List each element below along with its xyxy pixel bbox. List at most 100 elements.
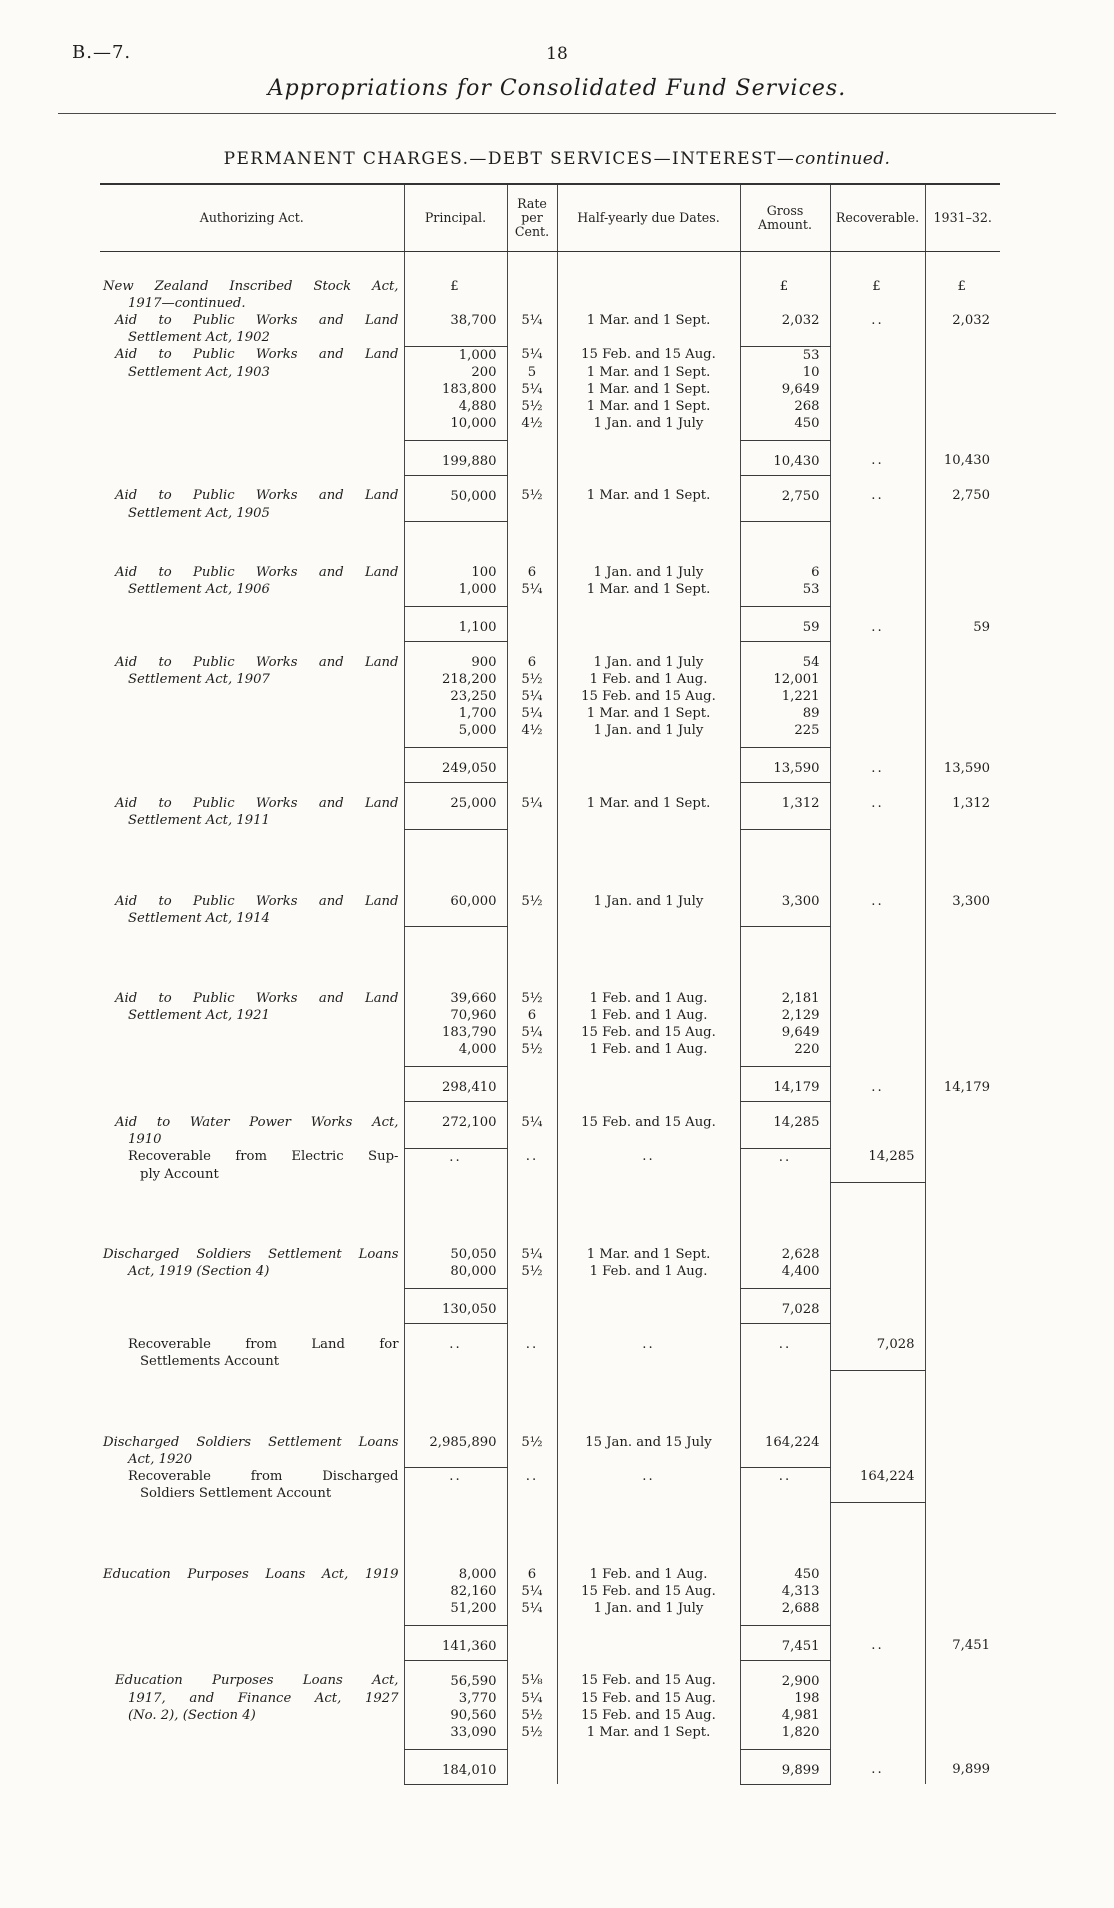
- appropriations-table: Authorizing Act. Principal. Rate per Cen…: [100, 183, 1000, 1785]
- cell-p: 50,050: [403, 1246, 507, 1263]
- authorizing-act-cell: [100, 440, 404, 475]
- cell-g: 2,032: [739, 312, 830, 329]
- authorizing-act-cell: [100, 1502, 404, 1566]
- cell-p: [403, 1450, 507, 1468]
- cell-y: 13,590: [924, 747, 1000, 783]
- cell-y: [924, 705, 1000, 722]
- cell-d: 1 Jan. and 1 July: [556, 641, 740, 671]
- cell-r: [506, 521, 557, 564]
- cell-p: 100: [403, 564, 507, 581]
- cell-p: [403, 251, 507, 278]
- cell-d: 1 Feb. and 1 Aug.: [556, 1007, 740, 1024]
- cell-g: 4,400: [739, 1263, 830, 1289]
- cell-d: 1 Mar. and 1 Sept.: [556, 1723, 740, 1749]
- authorizing-act-cell: [100, 1370, 404, 1434]
- authorizing-act-cell: [100, 705, 404, 722]
- cell-p: 184,010: [403, 1749, 507, 1785]
- cell-r: [506, 1353, 557, 1370]
- cell-y: [924, 1007, 1000, 1024]
- cell-r: 5¼: [506, 380, 557, 398]
- cell-d: 15 Feb. and 15 Aug.: [556, 1689, 740, 1707]
- cell-d: 1 Mar. and 1 Sept.: [556, 380, 740, 398]
- cell-g: 14,179: [739, 1066, 830, 1102]
- table-row: Settlement Act, 1907 218,200 5½ 1 Feb. and …: [100, 671, 1000, 688]
- cell-rec: 14,285: [829, 1148, 925, 1166]
- cell-rec: ..: [829, 782, 925, 812]
- authorizing-act-cell: Settlements Account: [140, 1354, 280, 1369]
- authorizing-act-cell: [100, 1749, 404, 1784]
- cell-d: 15 Jan. and 15 July: [556, 1433, 740, 1451]
- table-row: Discharged Soldiers Settlement Loans 50,0…: [100, 1246, 1000, 1263]
- cell-y: 1,312: [924, 782, 1000, 812]
- authorizing-act-cell: [100, 748, 404, 783]
- cell-g: [739, 521, 830, 564]
- spacer-row: [100, 1502, 1000, 1566]
- cell-g: 14,285: [739, 1101, 830, 1131]
- cell-y: [924, 671, 1000, 688]
- table-row: 183,790 5¼ 15 Feb. and 15 Aug. 9,649: [100, 1024, 1000, 1041]
- table-row: Education Purposes Loans Act, 56,590 5⅛ 15 …: [100, 1660, 1000, 1690]
- cell-y: [924, 1024, 1000, 1041]
- cell-d: [556, 812, 740, 829]
- cell-r: [506, 1066, 557, 1102]
- cell-d: [556, 1749, 740, 1784]
- cell-y: [924, 1565, 1000, 1583]
- cell-y: [924, 1433, 1000, 1451]
- cell-g: [739, 1450, 830, 1468]
- cell-p: [403, 295, 507, 312]
- cell-r: [506, 1288, 557, 1324]
- cell-rec: [829, 641, 925, 671]
- cell-d: 15 Feb. and 15 Aug.: [556, 1024, 740, 1041]
- table-row: Settlement Act, 1921 70,960 6 1 Feb. and 1 …: [100, 1007, 1000, 1024]
- cell-p: 33,090: [403, 1723, 507, 1750]
- cell-r: 5¼: [506, 346, 557, 364]
- cell-p: 272,100: [403, 1101, 507, 1131]
- table-row: Aid to Public Works and Land 60,000 5½ 1 Ja…: [100, 892, 1000, 910]
- cell-p: 51,200: [403, 1599, 507, 1626]
- cell-rec: [829, 1246, 925, 1263]
- authorizing-act-cell: [100, 1289, 404, 1324]
- cell-d: 15 Feb. and 15 Aug.: [556, 1101, 740, 1131]
- cell-d: [556, 1131, 740, 1148]
- authorizing-act-cell: [100, 522, 404, 565]
- cell-rec: [829, 671, 925, 688]
- authorizing-act-cell: Discharged Soldiers Settlement Loans: [103, 1247, 399, 1262]
- cell-r: ..: [506, 1323, 557, 1353]
- cell-rec: ..: [829, 1066, 925, 1102]
- cell-r: 5½: [506, 892, 557, 910]
- table-row: Discharged Soldiers Settlement Loans 2,98…: [100, 1433, 1000, 1451]
- cell-rec: ..: [829, 747, 925, 783]
- cell-rec: 164,224: [829, 1467, 925, 1485]
- authorizing-act-cell: Education Purposes Loans Act,: [115, 1673, 399, 1688]
- cell-y: [924, 1041, 1000, 1067]
- table-row: Aid to Public Works and Land 38,700 5¼ 1 Ma…: [100, 312, 1000, 329]
- cell-rec: [829, 1263, 925, 1289]
- cell-rec: [829, 1689, 925, 1707]
- cell-p: 1,700: [403, 705, 507, 722]
- cell-p: 25,000: [403, 782, 507, 812]
- cell-d: [556, 1485, 740, 1502]
- cell-y: [924, 1263, 1000, 1289]
- cell-g: [739, 295, 830, 312]
- authorizing-act-cell: Act, 1920: [128, 1451, 193, 1467]
- cell-y: [924, 829, 1000, 893]
- cell-g: 7,451: [739, 1625, 830, 1661]
- cell-y: [924, 1450, 1000, 1468]
- cell-y: [924, 504, 1000, 522]
- cell-y: [924, 641, 1000, 671]
- cell-y: [924, 1101, 1000, 1131]
- authorizing-act-cell: [100, 415, 404, 441]
- cell-r: [506, 1502, 557, 1566]
- cell-r: 5⅛: [506, 1660, 557, 1690]
- authorizing-act-cell: Recoverable from Land for: [128, 1336, 399, 1352]
- cell-p: 5,000: [403, 722, 507, 748]
- cell-p: ..: [403, 1323, 507, 1353]
- cell-rec: [829, 1450, 925, 1468]
- cell-g: 9,899: [739, 1749, 830, 1785]
- cell-d: ..: [556, 1323, 740, 1353]
- cell-p: 199,880: [403, 440, 507, 476]
- authorizing-act-cell: Aid to Public Works and Land: [115, 654, 399, 670]
- cell-g: 2,688: [739, 1599, 830, 1626]
- cell-r: 5¼: [506, 312, 557, 329]
- cell-p: 218,200: [403, 671, 507, 688]
